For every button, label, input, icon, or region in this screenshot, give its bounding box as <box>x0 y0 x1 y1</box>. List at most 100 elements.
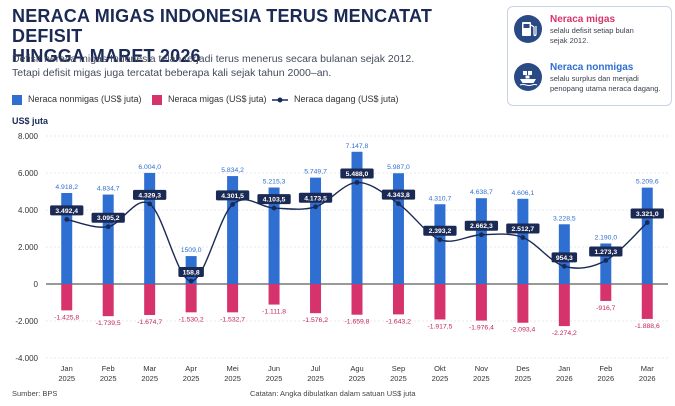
legend-label-migas: Neraca migas (US$ juta) <box>168 94 267 104</box>
data-label-bg-dagang <box>215 190 250 201</box>
bar-nonmigas <box>144 172 156 284</box>
data-label-migas: -1.532,7 <box>220 316 245 323</box>
info-text-migas-line: sejak 2012. <box>550 36 589 45</box>
data-label-dagang: 4.173,5 <box>304 195 327 202</box>
x-tick-label-year: 2026 <box>556 374 573 383</box>
bar-nonmigas <box>310 177 322 284</box>
subtitle-line-1: Defisit neraca migas Indonesia telah ter… <box>12 53 415 65</box>
x-tick-label-month: Mei <box>227 364 239 373</box>
data-label-nonmigas: 4.606,1 <box>512 190 535 197</box>
point-neraca-dagang <box>644 220 650 225</box>
bar-nonmigas <box>102 194 114 284</box>
x-tick-label-month: Jan <box>61 364 73 373</box>
x-tick-label-month: Jul <box>311 364 321 373</box>
data-label-nonmigas: 1509,0 <box>181 247 202 254</box>
x-tick-label-year: 2025 <box>432 374 449 383</box>
bar-nonmigas <box>61 193 73 284</box>
point-neraca-dagang <box>64 216 70 222</box>
bar-migas <box>475 284 487 321</box>
source-note: Sumber: BPS <box>12 389 58 398</box>
point-neraca-dagang <box>437 237 443 243</box>
data-label-migas: -1.917,5 <box>427 323 452 330</box>
bar-migas <box>61 284 73 311</box>
point-neraca-dagang <box>230 202 236 207</box>
page-title: NERACA MIGAS INDONESIA TERUS MENCATAT DE… <box>12 6 492 66</box>
point-neraca-dagang <box>271 205 277 211</box>
y-tick-label: 2.000 <box>18 243 39 252</box>
bar-migas <box>392 284 404 315</box>
info-title-nonmigas: Neraca nonmigas <box>550 62 634 73</box>
cargo-ship-icon <box>514 63 542 91</box>
bar-migas <box>600 284 612 301</box>
info-title-migas: Neraca migas <box>550 14 616 25</box>
data-label-bg-dagang <box>630 208 664 219</box>
line-neraca-dagang <box>66 181 648 282</box>
data-label-nonmigas: 5.215,3 <box>263 179 286 186</box>
x-tick-label-year: 2025 <box>473 374 490 383</box>
data-label-dagang: 4.301,5 <box>221 193 244 200</box>
legend-label-nonmigas: Neraca nonmigas (US$ juta) <box>28 94 142 104</box>
page-subtitle: Defisit neraca migas Indonesia telah ter… <box>12 52 482 80</box>
x-tick-label-year: 2026 <box>597 374 614 383</box>
point-neraca-dagang <box>561 263 567 269</box>
title-line-2: HINGGA MARET 2026 <box>12 46 201 66</box>
data-label-nonmigas: 5.209,6 <box>636 179 659 186</box>
data-label-bg-dagang <box>340 168 374 179</box>
x-tick-label-month: Apr <box>185 364 197 373</box>
bar-migas <box>227 284 239 313</box>
data-label-dagang: 2.662,3 <box>470 223 493 230</box>
bar-nonmigas <box>392 173 404 284</box>
data-label-migas: -1.425,8 <box>54 314 79 321</box>
bar-nonmigas <box>185 256 197 284</box>
point-neraca-dagang <box>105 224 111 230</box>
bar-migas <box>434 284 446 320</box>
fuel-pump-icon <box>514 15 542 43</box>
data-label-dagang: 158,8 <box>183 270 200 277</box>
data-label-migas: -1.888,6 <box>635 323 660 330</box>
x-tick-label-year: 2025 <box>183 374 200 383</box>
data-label-dagang: 2.512,7 <box>512 226 535 233</box>
data-label-bg-dagang <box>464 220 499 231</box>
x-tick-label-month: Jan <box>558 364 570 373</box>
bar-nonmigas <box>268 187 280 284</box>
data-label-migas: -1.530,2 <box>179 316 204 323</box>
info-text-nonmigas-line: penopang utama neraca dagang. <box>550 84 661 93</box>
data-label-dagang: 4.343,8 <box>387 192 410 199</box>
bar-migas <box>517 284 529 323</box>
x-tick-label-month: Sep <box>392 364 405 373</box>
x-tick-label-year: 2025 <box>141 374 158 383</box>
data-label-dagang: 2.393,2 <box>429 228 452 235</box>
info-text-nonmigas-line: selalu surplus dan menjadi <box>550 74 639 83</box>
x-tick-label-year: 2025 <box>307 374 324 383</box>
x-tick-label-month: Okt <box>434 364 447 373</box>
x-tick-label-year: 2025 <box>58 374 75 383</box>
bar-nonmigas <box>600 243 612 284</box>
y-tick-label: 0 <box>34 280 39 289</box>
data-label-bg-dagang <box>91 212 125 223</box>
bar-migas <box>144 284 156 315</box>
data-label-bg-dagang <box>50 205 84 216</box>
bar-migas <box>268 284 280 305</box>
data-label-migas: -916,7 <box>596 305 615 312</box>
data-label-bg-dagang <box>423 225 457 236</box>
bar-nonmigas <box>475 198 487 284</box>
y-tick-label: -2.000 <box>15 317 38 326</box>
x-tick-label-month: Mar <box>143 364 156 373</box>
data-label-nonmigas: 3.228,5 <box>553 215 576 222</box>
data-label-dagang: 954,3 <box>556 255 573 262</box>
data-label-bg-dagang <box>257 194 291 205</box>
point-neraca-dagang <box>520 235 526 240</box>
data-label-bg-dagang <box>381 189 416 200</box>
data-label-migas: -2.093,4 <box>510 327 535 334</box>
point-neraca-dagang <box>313 204 318 210</box>
data-label-bg-dagang <box>506 223 540 234</box>
data-label-bg-dagang <box>298 192 333 203</box>
legend-swatch-migas <box>152 95 162 105</box>
y-tick-label: -4.000 <box>15 354 38 363</box>
x-tick-label-month: Agu <box>350 364 363 373</box>
data-label-migas: -1.674,7 <box>137 319 162 326</box>
point-neraca-dagang <box>479 232 484 238</box>
info-row-nonmigas: Neraca nonmigas selalu surplus dan menja… <box>514 61 669 105</box>
x-tick-label-month: Feb <box>599 364 612 373</box>
data-label-bg-dagang <box>178 267 204 278</box>
